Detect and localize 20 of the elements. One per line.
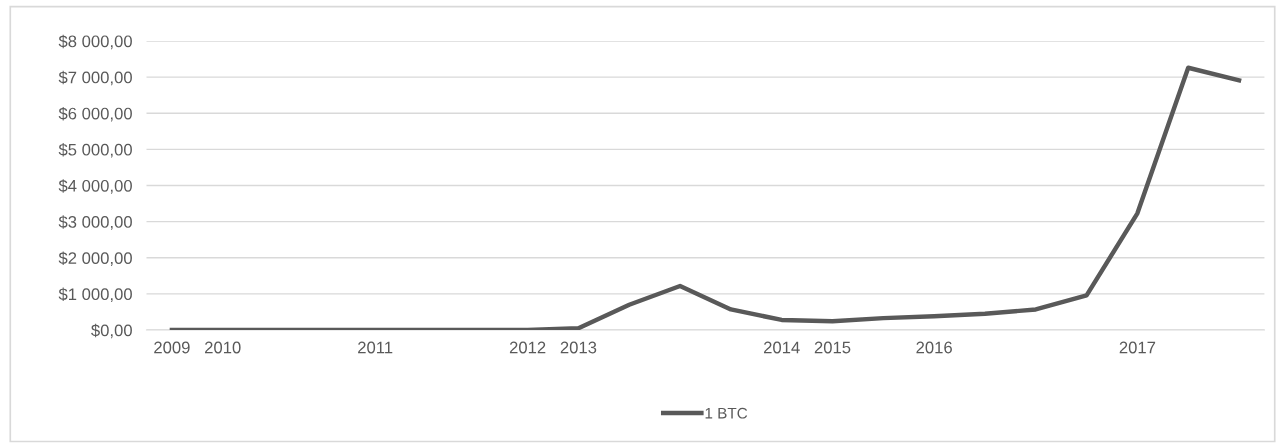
y-tick-label: $1 000,00 (58, 287, 132, 303)
x-tick-label: 2009 (154, 341, 190, 354)
legend-label: 1 BTC (705, 407, 748, 419)
y-tick-label: $7 000,00 (58, 70, 132, 86)
y-tick-label: $5 000,00 (58, 143, 132, 158)
y-tick-label: $4 000,00 (58, 179, 132, 194)
line-series (169, 65, 1242, 331)
y-tick-label: $2 000,00 (58, 251, 132, 266)
x-tick-label: 2012 (509, 341, 546, 354)
y-tick-label: $8 000,00 (58, 34, 132, 50)
y-tick-label: $0,00 (91, 323, 132, 339)
x-tick-label: 2010 (205, 341, 241, 354)
x-tick-label: 2014 (763, 341, 800, 354)
x-tick-label: 2011 (358, 341, 393, 354)
x-tick-label: 2013 (560, 341, 597, 354)
x-tick-label: 2016 (916, 341, 952, 354)
x-tick-label: 2015 (814, 341, 851, 354)
y-tick-label: $3 000,00 (58, 215, 132, 230)
x-tick-label: 2017 (1119, 341, 1156, 354)
y-tick-label: $6 000,00 (58, 106, 132, 122)
